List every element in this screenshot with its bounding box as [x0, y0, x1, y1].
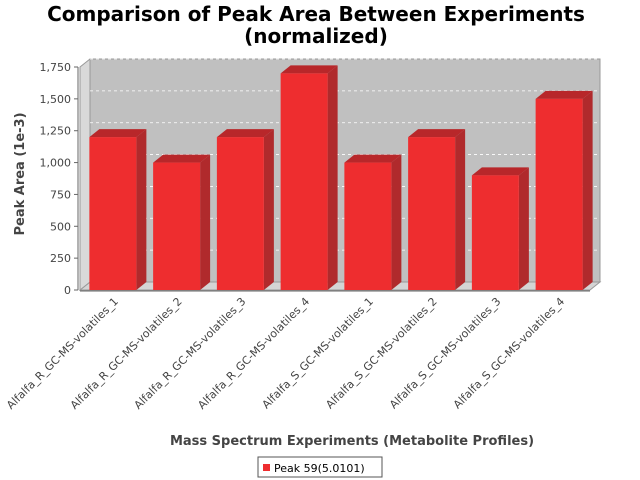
legend-swatch [263, 464, 270, 471]
x-tick-label: Alfalfa_R_GC-MS-volatiles_4 [195, 295, 312, 412]
x-axis-title: Mass Spectrum Experiments (Metabolite Pr… [170, 434, 534, 449]
bar-side [391, 154, 402, 290]
y-tick-label: 0 [64, 284, 71, 297]
x-tick-label: Alfalfa_S_GC-MS-volatiles_4 [451, 295, 567, 411]
bar [216, 129, 274, 290]
bar-top [216, 129, 274, 138]
y-tick-label: 750 [50, 188, 71, 201]
bar [471, 167, 529, 290]
legend-box [257, 456, 383, 478]
bar [344, 154, 402, 290]
bar-top [535, 90, 593, 99]
y-tick-label: 1,750 [40, 61, 72, 74]
bar-top [471, 167, 529, 176]
chart-subtitle: (normalized) [244, 24, 388, 48]
bar-side [327, 65, 338, 290]
bar-front [408, 137, 456, 290]
bar-side [582, 90, 593, 290]
bar-top [408, 129, 466, 138]
legend-label: Peak 59(5.0101) [274, 462, 365, 475]
x-tick-label: Alfalfa_S_GC-MS-volatiles_2 [323, 295, 439, 411]
y-tick-label: 1,250 [40, 125, 72, 138]
bar [153, 154, 211, 290]
bar [89, 129, 147, 290]
x-tick-label: Alfalfa_R_GC-MS-volatiles_3 [132, 295, 249, 412]
bar-front [535, 98, 583, 290]
bar [408, 129, 466, 290]
legend: Peak 59(5.0101) [257, 456, 383, 478]
bar-side [518, 167, 529, 290]
y-axis-title: Peak Area (1e-3) [13, 112, 28, 235]
bar-side [200, 154, 211, 290]
bar-side [455, 129, 466, 290]
plot-side-wall [79, 57, 91, 292]
bar-side [263, 129, 274, 290]
bar-front [153, 162, 201, 290]
bar-side [136, 129, 147, 290]
y-tick-label: 1,000 [40, 157, 72, 170]
bar-front [344, 162, 392, 290]
bar-top [344, 154, 402, 163]
y-tick-label: 1,500 [40, 93, 72, 106]
bar-front [471, 175, 519, 290]
x-tick-label: Alfalfa_R_GC-MS-volatiles_1 [4, 295, 121, 412]
chart-title: Comparison of Peak Area Between Experime… [47, 2, 585, 26]
bar [280, 65, 338, 290]
bar-top [153, 154, 211, 163]
bar-top [89, 129, 147, 138]
bar-top [280, 65, 338, 74]
y-tick-label: 250 [50, 252, 71, 265]
x-tick-label: Alfalfa_R_GC-MS-volatiles_2 [68, 295, 185, 412]
bar [535, 90, 593, 290]
x-tick-label: Alfalfa_S_GC-MS-volatiles_3 [387, 295, 503, 411]
bar-front [89, 137, 137, 290]
x-tick-label: Alfalfa_S_GC-MS-volatiles_1 [260, 295, 376, 411]
y-tick-label: 500 [50, 220, 71, 233]
plot-area: 0 250 500 750 1,000 1,250 1,500 1,750 Alfalfa_R_… [4, 57, 602, 412]
bar-front [280, 73, 328, 290]
bar-front [216, 137, 264, 290]
